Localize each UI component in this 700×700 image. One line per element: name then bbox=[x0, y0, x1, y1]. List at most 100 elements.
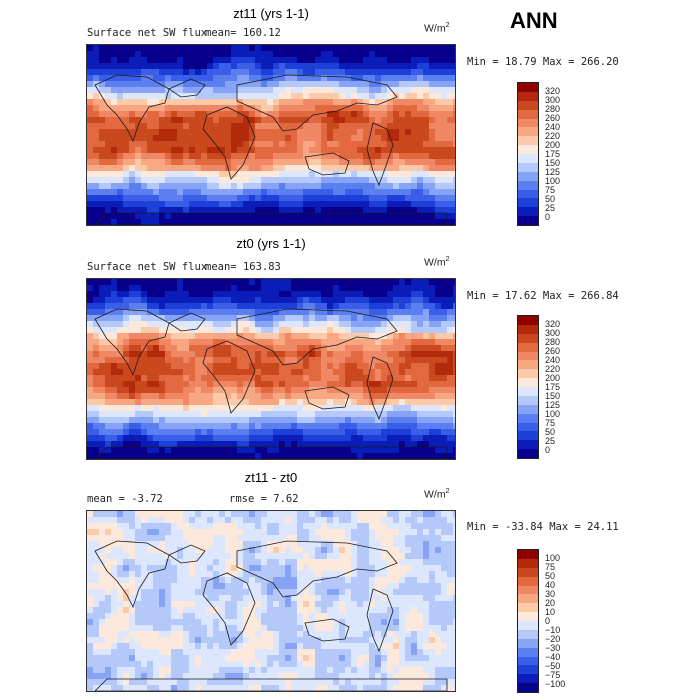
map-cell bbox=[93, 297, 100, 304]
map-cell bbox=[141, 511, 148, 518]
map-cell bbox=[447, 453, 454, 459]
map-cell bbox=[105, 351, 112, 358]
map-cell bbox=[135, 315, 142, 322]
map-cell bbox=[123, 63, 130, 70]
map-cell bbox=[135, 547, 142, 554]
map-cell bbox=[201, 129, 208, 136]
colorbar-swatch bbox=[518, 440, 538, 450]
map-cell bbox=[285, 177, 292, 184]
map-cell bbox=[213, 387, 220, 394]
map-cell bbox=[333, 535, 340, 542]
map-cell bbox=[165, 165, 172, 172]
map-cell bbox=[129, 441, 136, 448]
map-cell bbox=[147, 303, 154, 310]
map-cell bbox=[171, 315, 178, 322]
map-cell bbox=[357, 171, 364, 178]
map-cell bbox=[333, 45, 340, 52]
map-cell bbox=[117, 81, 124, 88]
map-cell bbox=[363, 453, 370, 459]
map-cell bbox=[393, 141, 400, 148]
map-cell bbox=[159, 565, 166, 572]
map-cell bbox=[261, 213, 268, 220]
map-cell bbox=[441, 123, 448, 130]
map-cell bbox=[183, 81, 190, 88]
map-cell bbox=[255, 423, 262, 430]
map-cell bbox=[441, 429, 448, 436]
map-cell bbox=[147, 129, 154, 136]
coastline bbox=[94, 74, 170, 143]
map-cell bbox=[237, 213, 244, 220]
map-cell bbox=[417, 177, 424, 184]
map-cell bbox=[99, 315, 106, 322]
map-cell bbox=[117, 63, 124, 70]
map-cell bbox=[267, 81, 274, 88]
map-cell bbox=[105, 147, 112, 154]
map-cell bbox=[267, 297, 274, 304]
map-cell bbox=[315, 81, 322, 88]
map-cell bbox=[429, 213, 436, 220]
map-cell bbox=[123, 351, 130, 358]
map-cell bbox=[345, 201, 352, 208]
map-cell bbox=[111, 435, 118, 442]
map-cell bbox=[105, 345, 112, 352]
map-cell bbox=[153, 577, 160, 584]
map-cell bbox=[369, 345, 376, 352]
map-cell bbox=[129, 213, 136, 220]
map-cell bbox=[375, 381, 382, 388]
map-cell bbox=[417, 327, 424, 334]
map-cell bbox=[291, 535, 298, 542]
map-cell bbox=[207, 589, 214, 596]
map-cell bbox=[237, 529, 244, 536]
map-cell bbox=[219, 333, 226, 340]
map-cell bbox=[189, 423, 196, 430]
map-cell bbox=[369, 553, 376, 560]
map-cell bbox=[123, 183, 130, 190]
map-cell bbox=[333, 147, 340, 154]
map-cell bbox=[411, 357, 418, 364]
map-cell bbox=[195, 589, 202, 596]
map-cell bbox=[213, 399, 220, 406]
map-cell bbox=[213, 57, 220, 64]
map-cell bbox=[309, 303, 316, 310]
map-cell bbox=[429, 517, 436, 524]
map-cell bbox=[303, 321, 310, 328]
map-cell bbox=[225, 159, 232, 166]
map-cell bbox=[189, 171, 196, 178]
map-cell bbox=[429, 339, 436, 346]
map-cell bbox=[447, 375, 454, 382]
map-cell bbox=[171, 93, 178, 100]
map-cell bbox=[339, 529, 346, 536]
map-cell bbox=[447, 523, 454, 530]
map-cell bbox=[333, 547, 340, 554]
map-cell bbox=[219, 129, 226, 136]
map-cell bbox=[189, 565, 196, 572]
map-cell bbox=[279, 153, 286, 160]
map-cell bbox=[153, 553, 160, 560]
map-cell bbox=[129, 601, 136, 608]
map-cell bbox=[441, 607, 448, 614]
map-cell bbox=[351, 135, 358, 142]
map-cell bbox=[189, 219, 196, 225]
colorbar-tick-label: 0 bbox=[545, 212, 551, 222]
map-cell bbox=[387, 153, 394, 160]
map-cell bbox=[297, 577, 304, 584]
map-cell bbox=[375, 213, 382, 220]
map-cell bbox=[225, 171, 232, 178]
map-cell bbox=[441, 141, 448, 148]
map-cell bbox=[411, 405, 418, 412]
map-cell bbox=[327, 57, 334, 64]
map-cell bbox=[177, 129, 184, 136]
map-cell bbox=[195, 511, 202, 518]
map-cell bbox=[447, 595, 454, 602]
map-cell bbox=[261, 51, 268, 58]
map-cell bbox=[435, 351, 442, 358]
map-cell bbox=[237, 619, 244, 626]
map-cell bbox=[237, 195, 244, 202]
map-cell bbox=[411, 393, 418, 400]
map-cell bbox=[261, 613, 268, 620]
map-cell bbox=[159, 165, 166, 172]
map-cell bbox=[327, 417, 334, 424]
map-cell bbox=[279, 601, 286, 608]
map-cell bbox=[429, 423, 436, 430]
map-cell bbox=[447, 511, 454, 518]
